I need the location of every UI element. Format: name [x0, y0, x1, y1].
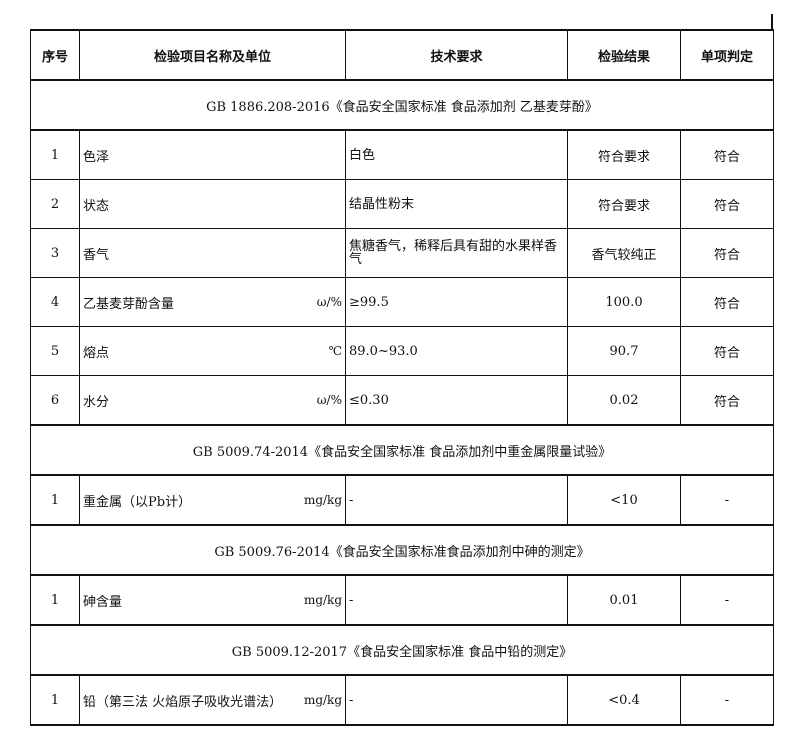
item-name: 水分: [83, 394, 110, 410]
item-cell: 熔点 ℃: [79, 326, 346, 376]
header-no: 序号: [30, 29, 80, 81]
result-cell: <0.4: [567, 674, 681, 726]
table-row: 5 熔点 ℃ 89.0~93.0 90.7 符合: [30, 326, 774, 376]
item-unit: ℃: [328, 344, 342, 358]
result-cell: 90.7: [567, 326, 681, 376]
judgement-cell: -: [680, 674, 774, 726]
item-cell: 状态: [79, 179, 346, 229]
item-name: 熔点: [83, 345, 110, 361]
judgement-cell: 符合: [680, 228, 774, 278]
result-cell: 符合要求: [567, 179, 681, 229]
item-name: 重金属（以Pb计）: [83, 494, 192, 510]
judgement-cell: -: [680, 474, 774, 526]
standard-row: GB 1886.208-2016《食品安全国家标准 食品添加剂 乙基麦芽酚》: [30, 79, 774, 131]
standard-title: GB 5009.74-2014《食品安全国家标准 食品添加剂中重金属限量试验》: [30, 424, 774, 476]
table-row: 2 状态 结晶性粉末 符合要求 符合: [30, 179, 774, 229]
table-row: 1 重金属（以Pb计） mg/kg - <10 -: [30, 474, 774, 526]
inspection-results-table: 序号 检验项目名称及单位 技术要求 检验结果 单项判定 GB 1886.208-…: [30, 29, 774, 726]
item-unit: mg/kg: [303, 593, 342, 607]
requirement-cell: 白色: [345, 129, 568, 180]
header-row: 序号 检验项目名称及单位 技术要求 检验结果 单项判定: [30, 29, 774, 81]
row-no: 1: [30, 574, 80, 626]
row-no: 4: [30, 277, 80, 327]
result-cell: 香气较纯正: [567, 228, 681, 278]
item-unit: mg/kg: [303, 493, 342, 507]
requirement-cell: 焦糖香气，稀释后具有甜的水果样香气: [345, 228, 568, 278]
requirement-cell: -: [345, 474, 568, 526]
standard-title: GB 5009.12-2017《食品安全国家标准 食品中铅的测定》: [30, 624, 774, 676]
requirement-cell: 89.0~93.0: [345, 326, 568, 376]
header-result: 检验结果: [567, 29, 681, 81]
standard-title: GB 5009.76-2014《食品安全国家标准食品添加剂中砷的测定》: [30, 524, 774, 576]
row-no: 5: [30, 326, 80, 376]
standard-row: GB 5009.76-2014《食品安全国家标准食品添加剂中砷的测定》: [30, 524, 774, 576]
result-cell: 0.01: [567, 574, 681, 626]
item-cell: 乙基麦芽酚含量 ω/%: [79, 277, 346, 327]
item-unit: ω/%: [316, 393, 342, 407]
item-cell: 重金属（以Pb计） mg/kg: [79, 474, 346, 526]
judgement-cell: -: [680, 574, 774, 626]
item-name: 铅（第三法 火焰原子吸收光谱法）: [83, 694, 283, 710]
item-cell: 砷含量 mg/kg: [79, 574, 346, 626]
table-row: 4 乙基麦芽酚含量 ω/% ≥99.5 100.0 符合: [30, 277, 774, 327]
table-row: 6 水分 ω/% ≤0.30 0.02 符合: [30, 375, 774, 426]
header-judgement: 单项判定: [680, 29, 774, 81]
table-row: 1 铅（第三法 火焰原子吸收光谱法） mg/kg - <0.4 -: [30, 674, 774, 726]
header-requirement: 技术要求: [345, 29, 568, 81]
item-unit: mg/kg: [303, 693, 342, 707]
judgement-cell: 符合: [680, 129, 774, 180]
item-cell: 香气: [79, 228, 346, 278]
judgement-cell: 符合: [680, 179, 774, 229]
row-no: 1: [30, 674, 80, 726]
item-cell: 水分 ω/%: [79, 375, 346, 426]
result-cell: 0.02: [567, 375, 681, 426]
standard-row: GB 5009.12-2017《食品安全国家标准 食品中铅的测定》: [30, 624, 774, 676]
row-no: 1: [30, 474, 80, 526]
requirement-cell: ≤0.30: [345, 375, 568, 426]
table-row: 1 色泽 白色 符合要求 符合: [30, 129, 774, 180]
row-no: 1: [30, 129, 80, 180]
row-no: 3: [30, 228, 80, 278]
standard-title: GB 1886.208-2016《食品安全国家标准 食品添加剂 乙基麦芽酚》: [30, 79, 774, 131]
requirement-cell: -: [345, 574, 568, 626]
item-name: 状态: [83, 198, 110, 214]
table-border-extension: [771, 14, 773, 30]
judgement-cell: 符合: [680, 375, 774, 426]
row-no: 6: [30, 375, 80, 426]
item-cell: 色泽: [79, 129, 346, 180]
row-no: 2: [30, 179, 80, 229]
standard-row: GB 5009.74-2014《食品安全国家标准 食品添加剂中重金属限量试验》: [30, 424, 774, 476]
judgement-cell: 符合: [680, 326, 774, 376]
requirement-cell: ≥99.5: [345, 277, 568, 327]
item-name: 色泽: [83, 149, 110, 165]
result-cell: <10: [567, 474, 681, 526]
judgement-cell: 符合: [680, 277, 774, 327]
result-cell: 100.0: [567, 277, 681, 327]
item-name: 乙基麦芽酚含量: [83, 296, 175, 312]
table-row: 1 砷含量 mg/kg - 0.01 -: [30, 574, 774, 626]
table-row: 3 香气 焦糖香气，稀释后具有甜的水果样香气 香气较纯正 符合: [30, 228, 774, 278]
requirement-cell: -: [345, 674, 568, 726]
item-unit: ω/%: [316, 295, 342, 309]
requirement-cell: 结晶性粉末: [345, 179, 568, 229]
item-name: 砷含量: [83, 594, 123, 610]
item-cell: 铅（第三法 火焰原子吸收光谱法） mg/kg: [79, 674, 346, 726]
item-name: 香气: [83, 247, 110, 263]
header-item: 检验项目名称及单位: [79, 29, 346, 81]
result-cell: 符合要求: [567, 129, 681, 180]
